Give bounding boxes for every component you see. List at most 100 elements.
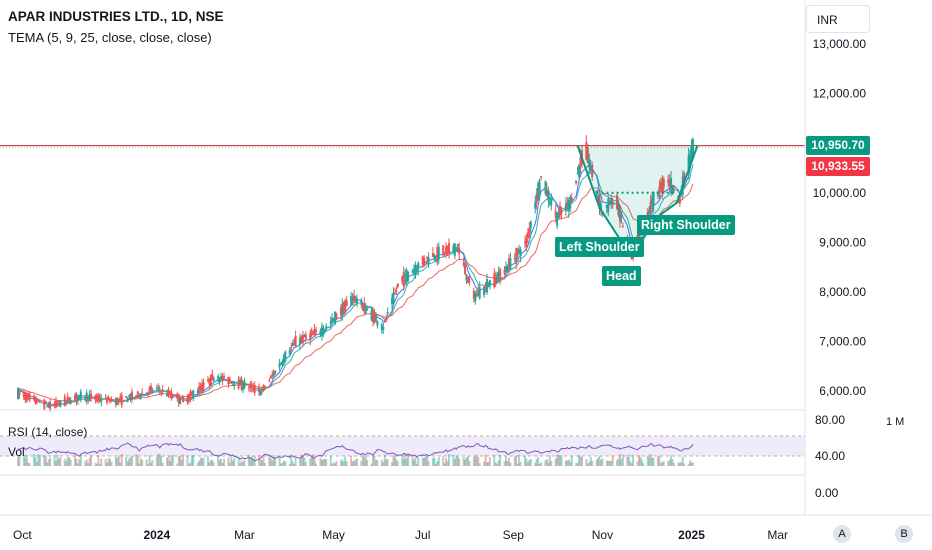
head-label[interactable]: Head	[602, 266, 641, 286]
volume-bar	[47, 459, 50, 466]
volume-bar	[404, 454, 407, 466]
volume-bar	[569, 461, 572, 466]
candle-body	[253, 384, 256, 394]
volume-bar	[627, 454, 630, 466]
time-tick-label: Nov	[592, 528, 613, 542]
volume-bar	[179, 456, 182, 466]
volume-bar	[661, 461, 664, 466]
rsi-pane	[0, 435, 805, 462]
candle-body	[250, 384, 253, 388]
candle-body	[242, 383, 244, 390]
candle-body	[319, 330, 322, 335]
volume-bar	[57, 458, 60, 466]
candle-body	[258, 386, 261, 393]
volume-bar	[269, 457, 272, 466]
volume-bar	[488, 457, 491, 466]
volume-bar	[458, 458, 461, 466]
volume-bar	[662, 461, 665, 466]
volume-bar	[288, 463, 291, 466]
candle-body	[97, 394, 100, 401]
volume-bar	[120, 454, 123, 466]
candle-body	[44, 402, 47, 404]
volume-bar	[616, 460, 619, 466]
time-tick-label: 2025	[678, 528, 705, 542]
volume-bar	[300, 454, 303, 466]
candle-body	[402, 272, 405, 287]
volume-bar	[405, 458, 408, 466]
timeframe-label[interactable]: 1 M	[886, 416, 905, 428]
right-shoulder-label[interactable]: Right Shoulder	[637, 215, 735, 235]
candle-body	[462, 262, 465, 265]
candle-body	[535, 193, 538, 204]
candle-body	[54, 399, 57, 408]
candle-body	[621, 226, 624, 228]
candle-body	[547, 189, 550, 201]
volume-bar	[605, 460, 608, 466]
candle-body	[320, 326, 323, 337]
rsi-label[interactable]: RSI (14, close)	[8, 425, 88, 439]
candle-body	[513, 258, 516, 260]
circle-a-button[interactable]: A	[833, 525, 851, 543]
candle-body	[313, 329, 316, 336]
price-axis: 13,000.0012,000.0011,000.0010,000.009,00…	[804, 0, 867, 515]
left-shoulder-label[interactable]: Left Shoulder	[555, 237, 644, 257]
volume-bar	[423, 457, 426, 466]
candle-body	[537, 183, 540, 200]
volume-bar	[586, 463, 589, 466]
currency-button[interactable]: INR	[806, 5, 870, 33]
candle-body	[90, 393, 93, 398]
candle-body	[607, 198, 610, 213]
candle-body	[414, 264, 417, 276]
volume-bar	[567, 459, 570, 466]
candle-body	[59, 400, 62, 408]
volume-bar	[63, 458, 66, 466]
candle-body	[595, 190, 598, 193]
candle-body	[550, 197, 553, 206]
candle-body	[293, 342, 296, 344]
candle-body	[559, 206, 562, 216]
volume-bar	[472, 456, 475, 466]
volume-bar	[608, 461, 611, 466]
volume-bar	[677, 462, 680, 466]
candle-body	[139, 394, 142, 398]
volume-bar	[564, 460, 567, 466]
volume-bar	[211, 459, 214, 466]
volume-bar	[485, 462, 488, 466]
candle-body	[467, 276, 469, 283]
candle-body	[53, 403, 56, 406]
volume-bar	[678, 462, 681, 466]
volume-bar	[18, 455, 21, 466]
candle-body	[355, 298, 358, 305]
volume-bar	[443, 463, 446, 466]
indicator-label[interactable]: TEMA (5, 9, 25, close, close, close)	[8, 30, 212, 45]
candle-body	[157, 386, 160, 389]
volume-bar	[252, 459, 255, 466]
volume-bar	[28, 463, 31, 466]
volume-bar	[190, 455, 193, 466]
volume-bar	[37, 454, 40, 466]
volume-bar	[556, 454, 559, 466]
candle-body	[456, 244, 459, 253]
candle-body	[151, 389, 154, 392]
time-tick-label: 2024	[143, 528, 170, 542]
price-tick-label: 10,000.00	[813, 186, 867, 200]
candle-body	[298, 338, 301, 345]
candle-body	[114, 398, 117, 406]
volume-bar	[637, 455, 640, 466]
volume-bar	[659, 463, 662, 466]
volume-bar	[671, 459, 674, 466]
volume-bar	[494, 462, 497, 466]
volume-bar	[580, 456, 583, 466]
volume-bar	[325, 459, 328, 466]
candle-body	[464, 263, 467, 275]
candle-body	[227, 376, 230, 385]
volume-label[interactable]: Vol	[8, 445, 25, 459]
volume-bar	[507, 457, 510, 466]
circle-b-button[interactable]: B	[895, 525, 913, 543]
volume-bar	[626, 456, 629, 466]
volume-bar	[373, 456, 376, 466]
candle-body	[85, 392, 88, 402]
candle-body	[106, 398, 109, 403]
candle-body	[260, 389, 263, 391]
